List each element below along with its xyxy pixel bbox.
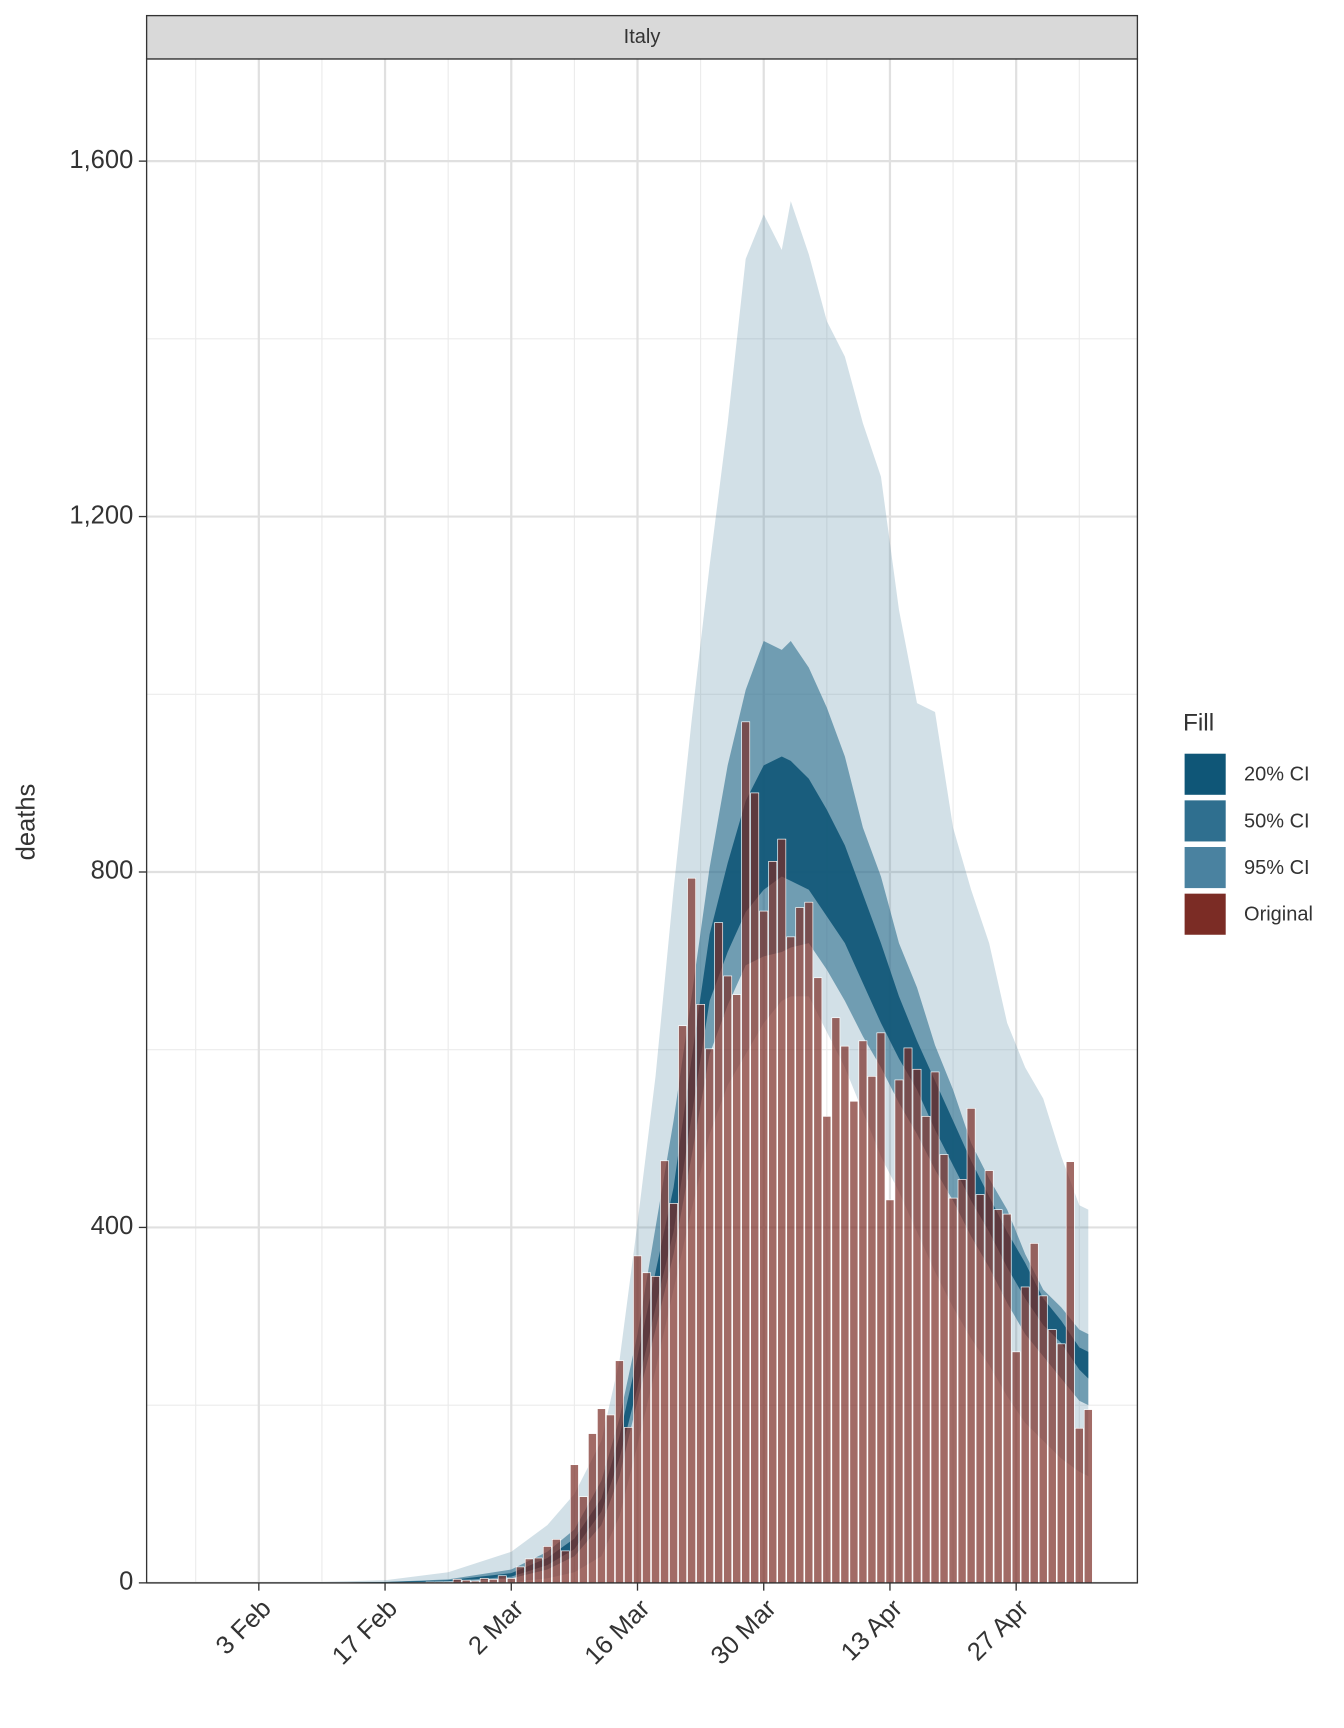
bar [696,1004,706,1584]
bar [714,922,724,1584]
bar [615,1360,624,1584]
legend-title: Fill [1183,710,1214,737]
strip-label: Italy [624,26,661,48]
bar [687,877,696,1584]
legend-label: Original [1244,904,1313,926]
bar [651,1275,660,1584]
y-tick-label: 800 [91,857,134,885]
bar [975,1194,985,1584]
legend-key [1183,799,1227,843]
bar [858,1040,868,1584]
bar [831,1017,841,1584]
bar [966,1108,976,1584]
y-tick-label: 400 [91,1212,134,1240]
bar [624,1427,633,1584]
bar [786,936,796,1584]
bar [876,1032,886,1584]
bar [1065,1161,1075,1584]
legend: 20% CI 50% CI 95% CI Original [1183,752,1313,936]
bar [984,1170,994,1584]
bar [903,1047,913,1584]
bar [524,1558,534,1584]
bar [813,977,823,1584]
bar [669,1203,678,1584]
bar [506,1578,516,1584]
bar [479,1578,489,1584]
bar [732,994,742,1584]
bar [912,1068,922,1584]
bar [822,1116,832,1584]
bar [1029,1243,1039,1584]
bar [1038,1295,1048,1584]
bar [768,861,778,1584]
bar [1074,1427,1084,1584]
bar [840,1045,850,1584]
ci-band [195,201,1089,1583]
bar [723,975,733,1584]
bar [660,1160,669,1584]
bar [921,1116,931,1584]
legend-key [1183,892,1227,936]
bar [1002,1213,1012,1584]
bar [1047,1329,1057,1584]
bar [1056,1343,1066,1584]
bar [849,1100,859,1584]
strip [145,14,1139,60]
bar [948,1197,958,1584]
bar [885,1199,895,1584]
legend-label: 20% CI [1244,764,1310,786]
bar [741,721,751,1584]
bar [939,1154,949,1584]
bar [777,838,787,1584]
bar [551,1538,561,1584]
bar [497,1575,507,1584]
bar [993,1209,1003,1584]
bar [930,1071,940,1584]
y-tick-label: 0 [119,1568,133,1596]
y-tick-label: 1,600 [69,146,133,174]
bar [533,1557,543,1584]
bar [759,910,769,1584]
legend-label: 50% CI [1244,810,1310,832]
bar [1020,1286,1030,1584]
bar [633,1255,642,1584]
ci-band [195,756,1089,1583]
bar [795,907,805,1584]
bar [957,1179,967,1584]
bar [542,1546,552,1584]
legend-key [1183,845,1227,890]
bar [642,1272,651,1584]
bar [588,1433,597,1584]
y-axis-label: deaths [13,784,41,861]
bar [1083,1409,1093,1584]
bar [597,1408,606,1584]
bar [606,1414,615,1584]
bar [515,1566,525,1584]
legend-label: 95% CI [1244,857,1310,879]
bar [579,1496,588,1584]
bar [560,1550,570,1584]
bar [705,1048,715,1584]
bar [569,1464,579,1584]
bar [678,1025,687,1584]
bar [894,1079,904,1584]
bar [750,792,760,1584]
bands [195,201,1089,1583]
bar [804,901,814,1584]
bar [1011,1351,1021,1584]
y-tick-label: 1,200 [69,501,133,529]
ci-band [195,640,1089,1583]
bar [867,1076,877,1584]
legend-key [1183,752,1227,796]
